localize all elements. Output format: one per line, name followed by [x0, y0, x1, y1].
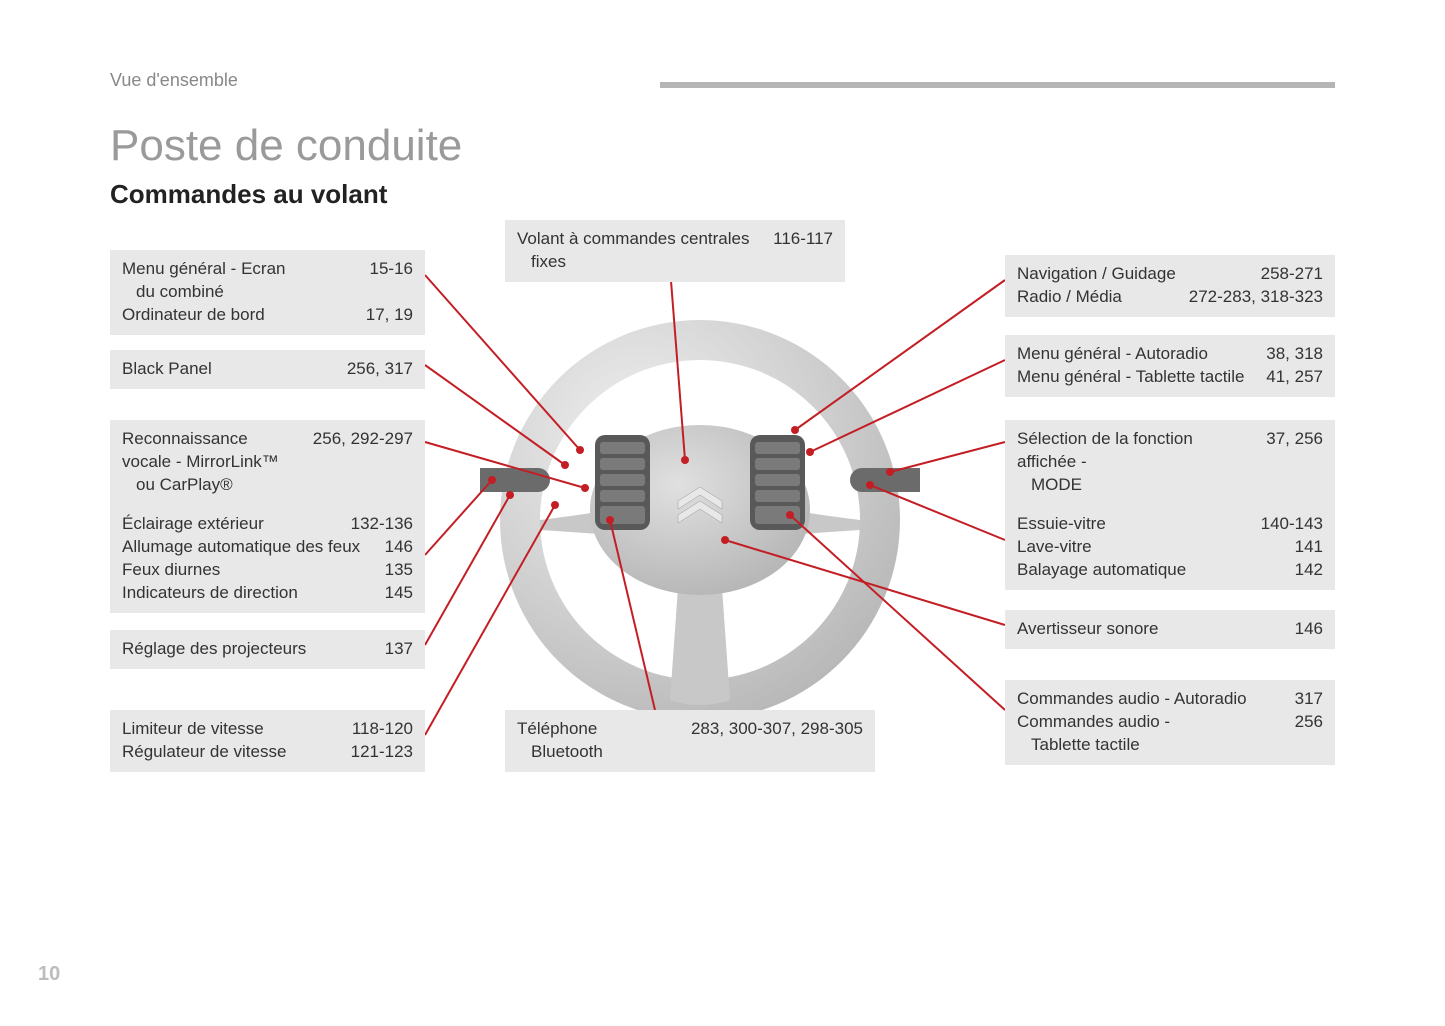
- callout-box: Éclairage extérieur 132-136Allumage autom…: [110, 505, 425, 613]
- callout-label: Reconnaissance vocale - MirrorLink™ou Ca…: [122, 428, 293, 497]
- callout-label: Avertisseur sonore: [1017, 618, 1275, 641]
- callout-pages: 142: [1295, 559, 1323, 582]
- callout-box: Volant à commandes centralesfixes 116-117: [505, 220, 845, 282]
- callout-label: Lave-vitre: [1017, 536, 1275, 559]
- callout-row: Commandes audio -Tablette tactile 256: [1017, 711, 1323, 757]
- callout-box: Sélection de la fonction affichée -MODE 3…: [1005, 420, 1335, 505]
- callout-row: Menu général - Ecrandu combiné 15-16: [122, 258, 413, 304]
- callout-pages: 256: [1295, 711, 1323, 757]
- callout-pages: 146: [1295, 618, 1323, 641]
- callout-row: TéléphoneBluetooth 283, 300-307, 298-305: [517, 718, 863, 764]
- steering-wheel-illustration: [480, 300, 920, 740]
- callout-label: Indicateurs de direction: [122, 582, 365, 605]
- callout-pages: 256, 317: [347, 358, 413, 381]
- callout-label: Régulateur de vitesse: [122, 741, 331, 764]
- callout-label: Commandes audio -Tablette tactile: [1017, 711, 1275, 757]
- callout-label: Commandes audio - Autoradio: [1017, 688, 1275, 711]
- callout-box: Avertisseur sonore 146: [1005, 610, 1335, 649]
- callout-label: Navigation / Guidage: [1017, 263, 1241, 286]
- callout-row: Essuie-vitre 140-143: [1017, 513, 1323, 536]
- callout-pages: 116-117: [773, 228, 833, 274]
- callout-box: Black Panel 256, 317: [110, 350, 425, 389]
- callout-row: Limiteur de vitesse 118-120: [122, 718, 413, 741]
- callout-row: Menu général - Tablette tactile 41, 257: [1017, 366, 1323, 389]
- callout-row: Black Panel 256, 317: [122, 358, 413, 381]
- page-title: Poste de conduite: [110, 121, 1335, 171]
- callout-row: Lave-vitre 141: [1017, 536, 1323, 559]
- callout-box: Limiteur de vitesse118-120Régulateur de …: [110, 710, 425, 772]
- header-rule: [660, 82, 1335, 88]
- callout-box: Navigation / Guidage258-271Radio / Média…: [1005, 255, 1335, 317]
- callout-pages: 283, 300-307, 298-305: [691, 718, 863, 764]
- callout-pages: 140-143: [1261, 513, 1323, 536]
- callout-box: Réglage des projecteurs 137: [110, 630, 425, 669]
- callout-pages: 15-16: [370, 258, 413, 304]
- callout-row: Navigation / Guidage 258-271: [1017, 263, 1323, 286]
- callout-row: Éclairage extérieur 132-136: [122, 513, 413, 536]
- callout-pages: 256, 292-297: [313, 428, 413, 497]
- callout-pages: 135: [385, 559, 413, 582]
- callout-row: Sélection de la fonction affichée -MODE 3…: [1017, 428, 1323, 497]
- callout-row: Ordinateur de bord 17, 19: [122, 304, 413, 327]
- callout-pages: 258-271: [1261, 263, 1323, 286]
- diagram-area: Menu général - Ecrandu combiné15-16Ordin…: [110, 220, 1335, 906]
- callout-label: Éclairage extérieur: [122, 513, 331, 536]
- callout-pages: 118-120: [352, 718, 413, 741]
- callout-label: Volant à commandes centralesfixes: [517, 228, 753, 274]
- callout-label: Essuie-vitre: [1017, 513, 1241, 536]
- callout-label: Radio / Média: [1017, 286, 1169, 309]
- page-number: 10: [38, 963, 60, 986]
- callout-box: TéléphoneBluetooth 283, 300-307, 298-305: [505, 710, 875, 772]
- page-subtitle: Commandes au volant: [110, 179, 1335, 210]
- callout-row: Allumage automatique des feux 146: [122, 536, 413, 559]
- callout-row: Commandes audio - Autoradio 317: [1017, 688, 1323, 711]
- callout-box: Menu général - Ecrandu combiné15-16Ordin…: [110, 250, 425, 335]
- callout-pages: 41, 257: [1266, 366, 1323, 389]
- callout-label: Réglage des projecteurs: [122, 638, 365, 661]
- callout-label: Black Panel: [122, 358, 327, 381]
- callout-row: Radio / Média 272-283, 318-323: [1017, 286, 1323, 309]
- callout-label: Menu général - Autoradio: [1017, 343, 1246, 366]
- callout-row: Menu général - Autoradio 38, 318: [1017, 343, 1323, 366]
- callout-label: Allumage automatique des feux: [122, 536, 365, 559]
- callout-pages: 317: [1295, 688, 1323, 711]
- callout-pages: 38, 318: [1266, 343, 1323, 366]
- callout-row: Reconnaissance vocale - MirrorLink™ou Ca…: [122, 428, 413, 497]
- callout-pages: 141: [1295, 536, 1323, 559]
- callout-pages: 37, 256: [1266, 428, 1323, 497]
- callout-label: Ordinateur de bord: [122, 304, 346, 327]
- callout-label: Menu général - Ecrandu combiné: [122, 258, 350, 304]
- callout-pages: 121-123: [351, 741, 413, 764]
- callout-pages: 17, 19: [366, 304, 413, 327]
- callout-box: Reconnaissance vocale - MirrorLink™ou Ca…: [110, 420, 425, 505]
- callout-row: Réglage des projecteurs 137: [122, 638, 413, 661]
- callout-pages: 146: [385, 536, 413, 559]
- callout-pages: 145: [385, 582, 413, 605]
- callout-pages: 272-283, 318-323: [1189, 286, 1323, 309]
- callout-box: Essuie-vitre140-143Lave-vitre141Balayage…: [1005, 505, 1335, 590]
- callout-box: Menu général - Autoradio38, 318Menu géné…: [1005, 335, 1335, 397]
- callout-label: Balayage automatique: [1017, 559, 1275, 582]
- callout-label: Feux diurnes: [122, 559, 365, 582]
- callout-box: Commandes audio - Autoradio317Commandes …: [1005, 680, 1335, 765]
- callout-row: Volant à commandes centralesfixes 116-117: [517, 228, 833, 274]
- callout-label: TéléphoneBluetooth: [517, 718, 671, 764]
- callout-row: Avertisseur sonore 146: [1017, 618, 1323, 641]
- callout-row: Feux diurnes 135: [122, 559, 413, 582]
- callout-pages: 132-136: [351, 513, 413, 536]
- callout-row: Balayage automatique 142: [1017, 559, 1323, 582]
- callout-pages: 137: [385, 638, 413, 661]
- callout-label: Sélection de la fonction affichée -MODE: [1017, 428, 1246, 497]
- callout-label: Limiteur de vitesse: [122, 718, 332, 741]
- callout-row: Indicateurs de direction 145: [122, 582, 413, 605]
- callout-label: Menu général - Tablette tactile: [1017, 366, 1246, 389]
- callout-row: Régulateur de vitesse 121-123: [122, 741, 413, 764]
